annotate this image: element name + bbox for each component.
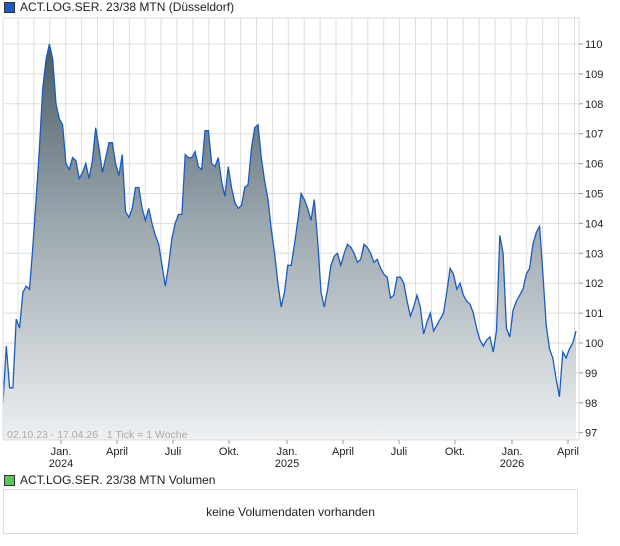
price-legend-swatch <box>4 1 15 13</box>
y-tick-label: 102 <box>585 278 603 290</box>
x-tick-label: April <box>332 446 354 458</box>
price-line <box>2 43 577 403</box>
y-tick-label: 103 <box>585 248 603 260</box>
y-tick-label: 105 <box>585 189 603 201</box>
y-tick-label: 99 <box>585 368 597 380</box>
volume-legend: ACT.LOG.SER. 23/38 MTN Volumen <box>4 473 215 487</box>
y-tick-label: 98 <box>585 398 597 410</box>
y-tick-label: 101 <box>585 308 603 320</box>
range-label: 02.10.23 - 17.04.26 1 Tick = 1 Woche <box>7 429 188 441</box>
x-tick-label: Okt. <box>445 446 465 458</box>
y-tick-label: 97 <box>585 428 597 440</box>
y-axis: 97 98 99 100 101 102 103 104 105 106 107 108 109 110 <box>579 39 603 440</box>
no-volume-message: keine Volumendaten vorhanden <box>206 504 375 519</box>
x-tick-year: 2026 <box>500 458 524 470</box>
price-area <box>3 44 576 440</box>
x-tick-label: Okt. <box>219 446 239 458</box>
x-tick-label: Jan. <box>502 446 523 458</box>
x-tick-year: 2025 <box>275 458 299 470</box>
x-tick-label: Jan. <box>277 446 298 458</box>
y-tick-label: 108 <box>585 99 603 111</box>
y-tick-label: 109 <box>585 69 603 81</box>
price-chart: 02.10.23 - 17.04.26 1 Tick = 1 Woche 979… <box>2 17 603 470</box>
x-tick-label: Juli <box>165 446 182 458</box>
plot-border <box>2 17 580 441</box>
x-tick-year: 2024 <box>49 458 73 470</box>
y-tick-label: 106 <box>585 159 603 171</box>
volume-legend-swatch <box>4 474 15 486</box>
x-tick-label: Juli <box>391 446 408 458</box>
price-legend-label: ACT.LOG.SER. 23/38 MTN (Düsseldorf) <box>20 0 235 14</box>
volume-legend-label: ACT.LOG.SER. 23/38 MTN Volumen <box>20 473 216 487</box>
y-tick-label: 110 <box>585 39 603 51</box>
y-tick-label: 100 <box>585 338 603 350</box>
x-tick-label: April <box>106 446 128 458</box>
price-legend: ACT.LOG.SER. 23/38 MTN (Düsseldorf) <box>4 0 234 14</box>
x-tick-label: April <box>557 446 579 458</box>
y-tick-label: 104 <box>585 218 603 230</box>
y-tick-label: 107 <box>585 129 603 141</box>
volume-chart: keine Volumendaten vorhanden <box>3 489 578 534</box>
x-tick-label: Jan. <box>51 446 72 458</box>
